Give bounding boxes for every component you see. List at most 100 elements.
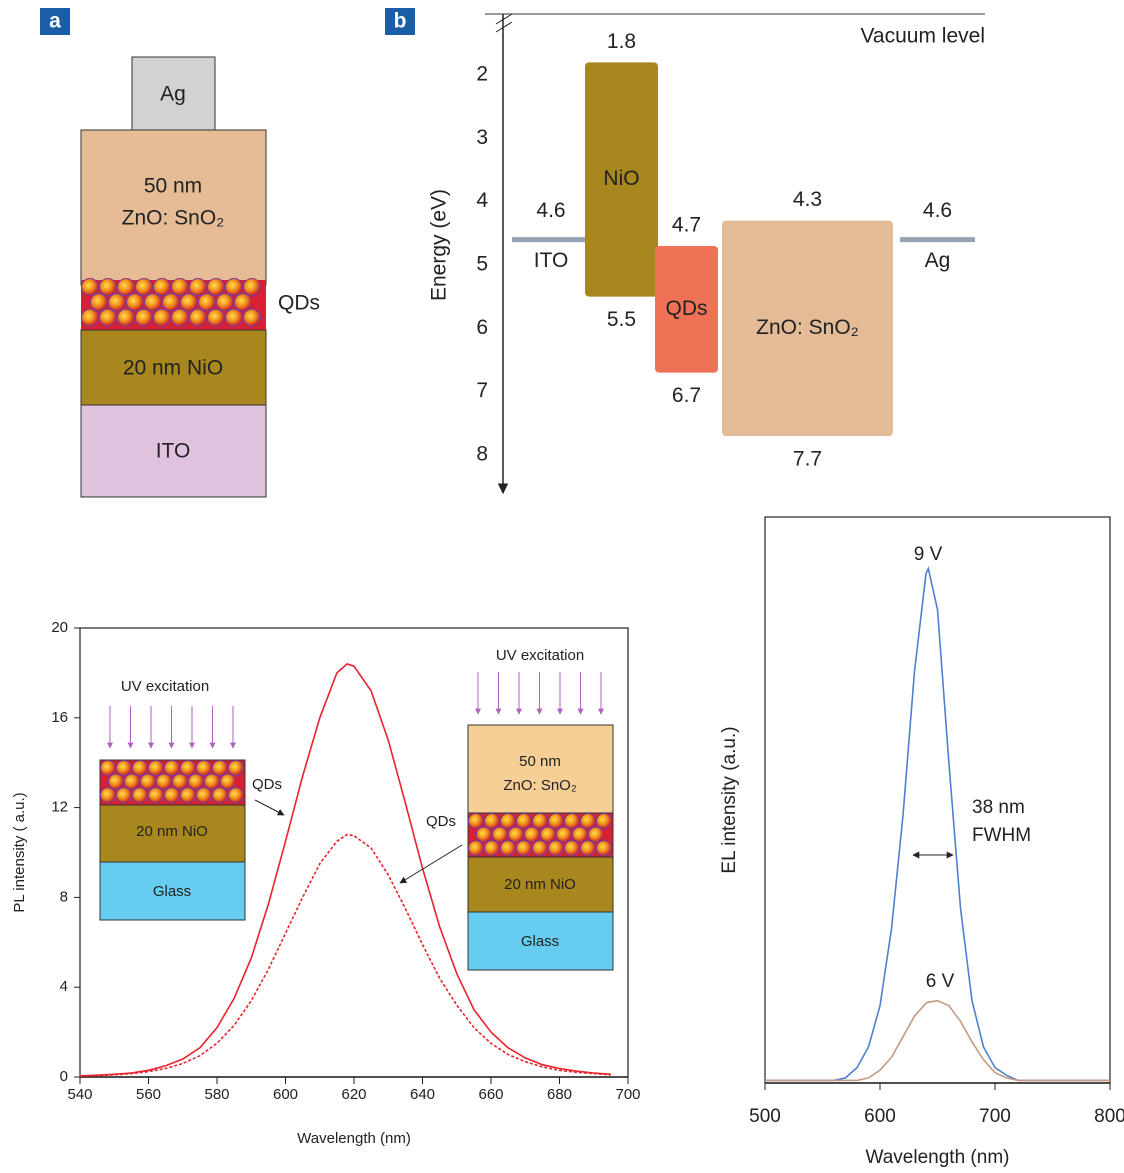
quantum-dot <box>197 788 212 803</box>
y-tick-label: 16 <box>51 709 68 726</box>
quantum-dot <box>208 309 225 326</box>
plot-frame <box>765 517 1110 1083</box>
material-label: QDs <box>666 297 708 320</box>
quantum-dot <box>100 279 117 296</box>
panel-a: a Ag 50 nm ZnO: SnO₂ QDs 20 nm NiO ITO <box>40 8 320 497</box>
level-label: 5.5 <box>607 308 636 331</box>
inset-label: UV excitation <box>121 678 209 695</box>
quantum-dot <box>517 814 532 829</box>
quantum-dot <box>221 774 236 789</box>
quantum-dot <box>154 309 171 326</box>
y-axis-label: Energy (eV) <box>428 189 451 301</box>
quantum-dot <box>118 279 135 296</box>
pointer <box>400 845 462 883</box>
level-label: 4.7 <box>672 214 701 237</box>
y-tick-label: 12 <box>51 799 68 816</box>
x-tick-label: 680 <box>547 1086 572 1103</box>
quantum-dot <box>190 309 207 326</box>
y-axis-label: PL intensity ( a.u.) <box>11 792 28 912</box>
quantum-dot <box>109 774 124 789</box>
quantum-dot <box>244 309 261 326</box>
quantum-dot <box>235 294 252 311</box>
quantum-dot <box>573 827 588 842</box>
quantum-dot <box>485 841 500 856</box>
quantum-dot <box>199 294 216 311</box>
quantum-dot <box>125 774 140 789</box>
quantum-dot <box>189 774 204 789</box>
x-axis-label: Wavelength (nm) <box>297 1130 411 1147</box>
axis-break <box>496 22 512 32</box>
quantum-dot <box>145 294 162 311</box>
quantum-dot <box>154 279 171 296</box>
level-label: 4.6 <box>536 199 565 222</box>
quantum-dot <box>127 294 144 311</box>
level-label: 7.7 <box>793 448 822 471</box>
x-tick-label: 500 <box>749 1106 781 1127</box>
x-tick-label: 600 <box>273 1086 298 1103</box>
quantum-dot <box>597 841 612 856</box>
quantum-dot <box>213 788 228 803</box>
y-tick-label: 6 <box>476 316 488 339</box>
y-tick-label: 8 <box>476 443 488 466</box>
layer-label: ZnO: SnO₂ <box>122 207 225 230</box>
quantum-dot <box>565 814 580 829</box>
quantum-dot <box>136 279 153 296</box>
figure: a Ag 50 nm ZnO: SnO₂ QDs 20 nm NiO ITO b… <box>0 0 1124 1173</box>
y-tick-label: 4 <box>476 189 488 212</box>
quantum-dot <box>229 788 244 803</box>
vacuum-label: Vacuum level <box>860 25 985 48</box>
axis-break <box>496 14 512 24</box>
level-label: 4.3 <box>793 188 822 211</box>
quantum-dot <box>197 761 212 776</box>
inset-layer <box>468 725 613 815</box>
data-line <box>765 569 1110 1081</box>
y-tick-label: 20 <box>51 619 68 636</box>
quantum-dot <box>533 814 548 829</box>
level-label: 4.6 <box>923 199 952 222</box>
quantum-dot <box>117 761 132 776</box>
quantum-dot <box>501 841 516 856</box>
quantum-dot <box>517 841 532 856</box>
quantum-dot <box>557 827 572 842</box>
x-tick-label: 580 <box>204 1086 229 1103</box>
level-label: 6.7 <box>672 384 701 407</box>
quantum-dot <box>581 814 596 829</box>
quantum-dot <box>541 827 556 842</box>
quantum-dot <box>581 841 596 856</box>
inset-label: ZnO: SnO₂ <box>503 777 577 794</box>
material-label: ITO <box>534 249 569 272</box>
layer-label: 50 nm <box>144 175 202 198</box>
x-tick-label: 800 <box>1094 1106 1124 1127</box>
quantum-dot <box>597 814 612 829</box>
quantum-dot <box>136 309 153 326</box>
quantum-dot <box>549 841 564 856</box>
quantum-dot <box>477 827 492 842</box>
quantum-dot <box>149 788 164 803</box>
annotation: 9 V <box>914 544 943 565</box>
panel-letter: a <box>49 10 61 33</box>
inset-label: QDs <box>252 776 282 793</box>
y-tick-label: 8 <box>60 888 68 905</box>
quantum-dot <box>117 788 132 803</box>
y-axis-label: EL intensity (a.u.) <box>719 726 740 873</box>
quantum-dot <box>100 309 117 326</box>
quantum-dot <box>149 761 164 776</box>
x-tick-label: 620 <box>341 1086 366 1103</box>
quantum-dot <box>213 761 228 776</box>
quantum-dot <box>190 279 207 296</box>
quantum-dot <box>501 814 516 829</box>
annotation: 38 nm <box>972 797 1025 818</box>
annotation: FWHM <box>972 825 1031 846</box>
x-tick-label: 700 <box>615 1086 640 1103</box>
inset-label: 20 nm NiO <box>136 823 208 840</box>
quantum-dot <box>244 279 261 296</box>
y-tick-label: 0 <box>60 1068 68 1085</box>
x-tick-label: 640 <box>410 1086 435 1103</box>
x-tick-label: 560 <box>136 1086 161 1103</box>
quantum-dot <box>82 309 99 326</box>
x-tick-label: 700 <box>979 1106 1011 1127</box>
quantum-dot <box>181 761 196 776</box>
quantum-dot <box>229 761 244 776</box>
layer-label: ITO <box>156 440 191 463</box>
quantum-dot <box>118 309 135 326</box>
